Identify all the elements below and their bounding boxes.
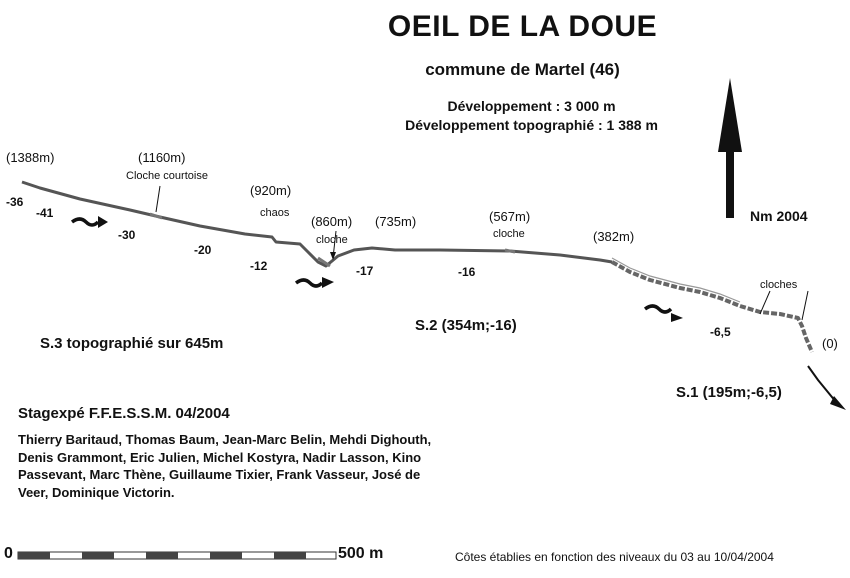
diagram-subtitle: commune de Martel (46) [425,60,620,79]
scale-bar [17,551,337,560]
depth-label: -41 [36,206,54,220]
note-cloche: cloche [316,234,348,246]
water-flow-arrow-head-icon [322,277,334,288]
distance-label: (920m) [250,183,292,198]
cloches-pointer [801,290,809,321]
depth-label: -6,5 [710,325,731,339]
water-flow-arrow-icon [70,217,100,227]
outflow-arrow-icon [807,365,837,403]
distance-label: (1388m) [6,150,55,165]
depth-label: -16 [458,265,476,279]
distance-label: (735m) [375,214,417,229]
water-flow-arrow-head-icon [671,313,683,322]
distance-label: (1160m) [138,150,186,165]
depth-label: -30 [118,228,136,242]
team-members: Thierry Baritaud, Thomas Baum, Jean-Marc… [18,432,432,500]
depth-label: -36 [6,195,24,209]
note-cloche: cloche [493,228,525,240]
water-flow-arrow-icon [294,278,324,288]
scale-start-label: 0 [4,545,13,562]
note-chaos: chaos [260,207,290,219]
depth-label: -20 [194,243,212,257]
distance-label: (0) [822,336,838,351]
cloche-pointer [155,185,161,213]
development-total: Développement : 3 000 m [447,98,616,114]
team-title: Stagexpé F.F.E.S.S.M. 04/2004 [18,405,230,422]
distance-label: (860m) [311,214,353,229]
distance-label: (567m) [489,209,531,224]
note-cloches: cloches [760,279,798,291]
cave-gallery-profile [21,180,814,353]
north-label: Nm 2004 [750,208,808,224]
scale-end-label: 500 m [338,545,384,562]
depth-label: -12 [250,259,268,273]
water-flow-arrow-head-icon [98,216,108,228]
cloches-pointer [759,290,771,315]
water-flow-arrow-icon [643,304,673,314]
north-arrow-icon [718,78,742,218]
sump-s2-label: S.2 (354m;-16) [415,317,517,334]
distance-label: (382m) [593,229,635,244]
development-surveyed: Développement topographié : 1 388 m [405,117,658,133]
footnote: Côtes établies en fonction des niveaux d… [455,550,774,564]
sump-s3-label: S.3 topographié sur 645m [40,335,224,352]
sump-s1-label: S.1 (195m;-6,5) [676,384,782,401]
diagram-title: OEIL DE LA DOUE [387,10,658,43]
depth-label: -17 [356,264,374,278]
note-cloche-courtoise: Cloche courtoise [126,170,208,182]
